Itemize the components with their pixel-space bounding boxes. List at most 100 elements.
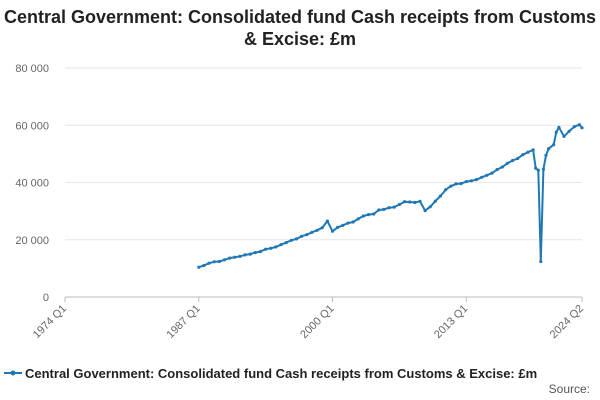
data-point bbox=[315, 228, 319, 232]
data-point bbox=[554, 130, 558, 134]
data-point bbox=[536, 168, 540, 172]
data-point bbox=[294, 237, 299, 241]
data-point bbox=[580, 126, 584, 130]
data-point bbox=[366, 213, 371, 217]
data-point bbox=[402, 200, 407, 204]
data-point bbox=[341, 223, 345, 227]
series-line bbox=[198, 123, 583, 269]
x-tick-label: 2000 Q1 bbox=[298, 303, 336, 341]
data-point bbox=[480, 175, 484, 179]
data-point bbox=[562, 134, 566, 138]
data-point bbox=[449, 184, 453, 188]
x-tick-label: 2024 Q2 bbox=[548, 303, 586, 341]
legend-point-marker bbox=[10, 370, 16, 376]
data-point bbox=[289, 238, 293, 242]
y-tick-label: 60 000 bbox=[15, 120, 49, 132]
data-point bbox=[330, 229, 335, 233]
data-point bbox=[505, 161, 509, 165]
x-tick-label: 1974 Q1 bbox=[31, 303, 69, 341]
data-point bbox=[408, 200, 412, 204]
data-point bbox=[459, 182, 463, 186]
source-label: Source: bbox=[549, 382, 590, 396]
data-point bbox=[351, 220, 355, 224]
data-point bbox=[264, 247, 268, 251]
data-point bbox=[485, 173, 489, 177]
data-point bbox=[325, 219, 329, 223]
y-tick-label: 20 000 bbox=[15, 235, 49, 247]
y-axis: 0 20 000 40 000 60 000 80 000 bbox=[15, 63, 49, 304]
data-point bbox=[382, 207, 386, 211]
data-point bbox=[274, 245, 278, 249]
data-point bbox=[418, 199, 422, 203]
y-tick-label: 40 000 bbox=[15, 178, 49, 190]
data-point bbox=[233, 255, 237, 259]
data-point bbox=[438, 194, 443, 198]
data-point bbox=[361, 214, 365, 218]
data-point bbox=[433, 199, 437, 203]
y-tick-label: 80 000 bbox=[15, 63, 49, 75]
chart-title: Central Government: Consolidated fund Ca… bbox=[3, 7, 597, 49]
data-point bbox=[238, 254, 242, 258]
data-point bbox=[526, 150, 530, 154]
data-point bbox=[258, 249, 263, 254]
data-point bbox=[413, 200, 417, 205]
data-point bbox=[516, 156, 520, 161]
data-point bbox=[207, 261, 211, 265]
data-point bbox=[539, 259, 543, 264]
data-point bbox=[454, 182, 458, 186]
data-point bbox=[541, 167, 546, 171]
data-point bbox=[510, 158, 515, 163]
data-point bbox=[397, 202, 401, 207]
data-point bbox=[228, 256, 232, 260]
data-point bbox=[547, 147, 551, 151]
data-point bbox=[346, 221, 350, 225]
data-point bbox=[279, 243, 283, 247]
data-point bbox=[253, 251, 257, 255]
gridlines bbox=[65, 67, 582, 298]
data-point bbox=[469, 179, 473, 183]
data-point bbox=[336, 225, 340, 229]
data-point bbox=[490, 171, 494, 175]
data-point bbox=[305, 233, 309, 237]
data-point bbox=[500, 165, 504, 169]
legend-series-label: Central Government: Consolidated fund Ca… bbox=[25, 366, 537, 381]
data-point bbox=[428, 205, 432, 209]
data-point bbox=[243, 253, 247, 257]
data-point bbox=[577, 123, 582, 127]
y-tick-label: 0 bbox=[43, 292, 49, 304]
data-point bbox=[222, 258, 227, 262]
data-point bbox=[572, 125, 576, 129]
data-point bbox=[248, 252, 252, 256]
data-point bbox=[444, 188, 448, 192]
data-point bbox=[372, 212, 376, 216]
data-point bbox=[534, 166, 538, 170]
data-point bbox=[377, 208, 381, 212]
data-point bbox=[474, 178, 479, 182]
data-point bbox=[202, 263, 206, 268]
series-layer bbox=[197, 123, 584, 269]
data-point bbox=[300, 234, 304, 238]
data-point bbox=[567, 129, 571, 133]
data-point bbox=[423, 209, 427, 213]
data-point bbox=[392, 205, 396, 209]
data-point bbox=[284, 241, 288, 245]
data-point bbox=[521, 153, 525, 157]
data-point bbox=[495, 168, 499, 172]
legend: Central Government: Consolidated fund Ca… bbox=[4, 366, 537, 381]
data-point bbox=[464, 180, 468, 184]
data-point bbox=[310, 230, 314, 234]
data-point bbox=[269, 246, 273, 250]
data-point bbox=[544, 153, 548, 157]
x-tick-label: 1987 Q1 bbox=[165, 303, 203, 341]
x-axis: 1974 Q1 1987 Q1 2000 Q1 2013 Q1 2024 Q2 bbox=[31, 297, 586, 341]
data-point bbox=[197, 265, 201, 269]
data-point bbox=[212, 260, 216, 264]
data-point bbox=[387, 206, 391, 210]
data-point bbox=[557, 125, 561, 129]
x-tick-label: 2013 Q1 bbox=[432, 303, 470, 341]
data-point bbox=[356, 217, 360, 221]
data-point bbox=[320, 226, 324, 230]
data-point bbox=[552, 143, 556, 147]
data-point bbox=[217, 259, 221, 264]
